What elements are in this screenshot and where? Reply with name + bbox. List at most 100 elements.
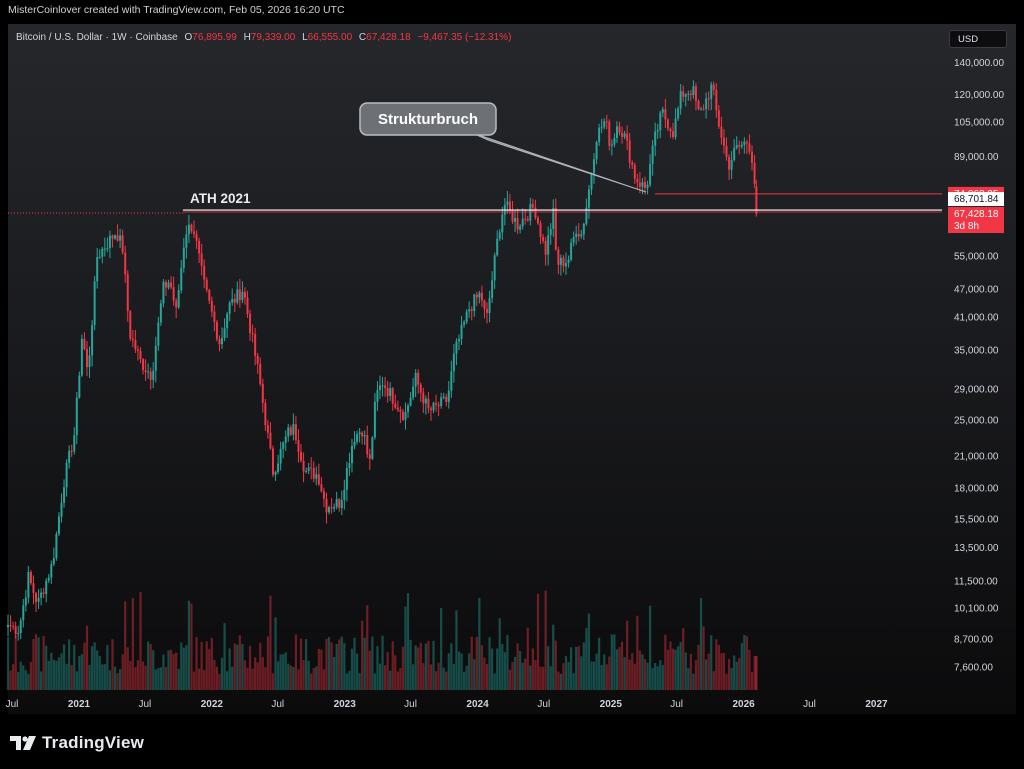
- candle-body: [649, 164, 652, 185]
- candle: [554, 198, 557, 251]
- candle-body: [147, 371, 150, 373]
- volume-bar: [243, 660, 247, 690]
- volume-bar: [707, 653, 710, 690]
- candle: [317, 463, 320, 487]
- volume-bar: [134, 666, 137, 690]
- candle: [610, 139, 613, 156]
- candle-body: [417, 372, 420, 385]
- currency-selector[interactable]: USD: [949, 30, 1007, 48]
- volume-bar: [154, 669, 157, 690]
- candle-body: [139, 350, 142, 360]
- volume-bar: [628, 659, 631, 690]
- candle: [106, 237, 109, 253]
- tradingview-logo[interactable]: TradingView: [10, 733, 144, 753]
- candle: [445, 393, 448, 407]
- x-tick-label: Jul: [803, 699, 816, 710]
- candle: [287, 423, 290, 442]
- candle: [628, 132, 631, 169]
- candle: [519, 223, 522, 234]
- volume-bar: [88, 664, 91, 690]
- candle-body: [480, 292, 483, 301]
- candle-body: [330, 507, 333, 509]
- candle-body: [391, 388, 394, 404]
- candle-body: [432, 402, 435, 411]
- candle-body: [371, 437, 374, 459]
- candle-body: [547, 234, 550, 255]
- volume-bar: [743, 635, 746, 690]
- volume-bar: [666, 649, 670, 690]
- candle-body: [613, 138, 616, 145]
- candle-body: [442, 396, 445, 398]
- candle-body: [381, 385, 384, 387]
- candle-body: [621, 132, 624, 137]
- candle-body: [478, 292, 481, 298]
- volume-bar: [559, 673, 563, 690]
- volume-bar: [325, 638, 328, 690]
- volume-bar: [116, 673, 119, 690]
- candle-body: [470, 309, 473, 311]
- volume-bar: [305, 639, 308, 690]
- volume-bar: [96, 650, 99, 690]
- candle: [717, 105, 720, 129]
- volume-bar: [78, 655, 81, 690]
- candle-body: [210, 300, 213, 312]
- time-axis[interactable]: Jul 2021 Jul 2022 Jul 2023 Jul 2024 Jul 2025 Jul 20…: [6, 699, 888, 710]
- volume-bar: [34, 634, 38, 690]
- candle-body: [600, 127, 603, 129]
- volume-bar: [595, 653, 598, 690]
- volume-bar: [113, 666, 117, 690]
- candle: [131, 329, 134, 348]
- candle: [83, 332, 86, 351]
- candle: [544, 237, 547, 266]
- candle-body: [407, 405, 410, 412]
- candle: [47, 574, 50, 584]
- x-tick-label: 2025: [600, 699, 623, 710]
- volume-bar: [429, 664, 433, 690]
- x-tick-label: Jul: [670, 699, 683, 710]
- candle-body: [707, 98, 710, 100]
- candle: [164, 279, 167, 296]
- candle-body: [55, 533, 58, 559]
- volume-bar: [631, 653, 634, 690]
- candle-body: [40, 592, 43, 598]
- candle-body: [409, 397, 412, 406]
- candle-body: [447, 390, 450, 402]
- y-tick-label: 11,500.00: [954, 576, 998, 587]
- candle: [702, 104, 705, 111]
- price-axis[interactable]: 7,600.00 8,700.00 10,100.00 11,500.00 13,500…: [948, 58, 1004, 674]
- candle: [231, 288, 234, 306]
- volume-bar: [251, 668, 254, 690]
- volume-bar: [643, 659, 647, 690]
- candle: [182, 237, 185, 273]
- volume-bar: [27, 673, 30, 690]
- volume-bar: [748, 649, 751, 690]
- candle-body: [333, 506, 336, 509]
- volume-bar: [659, 660, 662, 690]
- volume-bar: [368, 650, 371, 690]
- volume-bar: [317, 648, 320, 690]
- candle: [424, 395, 427, 415]
- candle: [310, 457, 313, 480]
- candle-body: [486, 309, 489, 313]
- candle: [391, 386, 394, 411]
- candle: [753, 155, 756, 188]
- y-tick-label: 15,500.00: [954, 515, 999, 526]
- volume-bar: [582, 642, 585, 690]
- candle: [572, 231, 575, 247]
- candle: [440, 392, 443, 409]
- volume-bar: [488, 637, 491, 690]
- volume-bar: [684, 652, 687, 690]
- candle-body: [50, 564, 53, 578]
- candle-body: [651, 145, 654, 165]
- candle-body: [475, 294, 478, 298]
- candle-body: [595, 142, 598, 160]
- candle: [491, 271, 494, 303]
- candle: [595, 140, 598, 165]
- volume-bar: [422, 663, 425, 690]
- x-tick-label: Jul: [138, 699, 151, 710]
- volume-bar: [480, 645, 484, 690]
- candle-body: [677, 108, 680, 119]
- chart-panel[interactable]: [8, 24, 1016, 714]
- candle-body: [631, 162, 634, 166]
